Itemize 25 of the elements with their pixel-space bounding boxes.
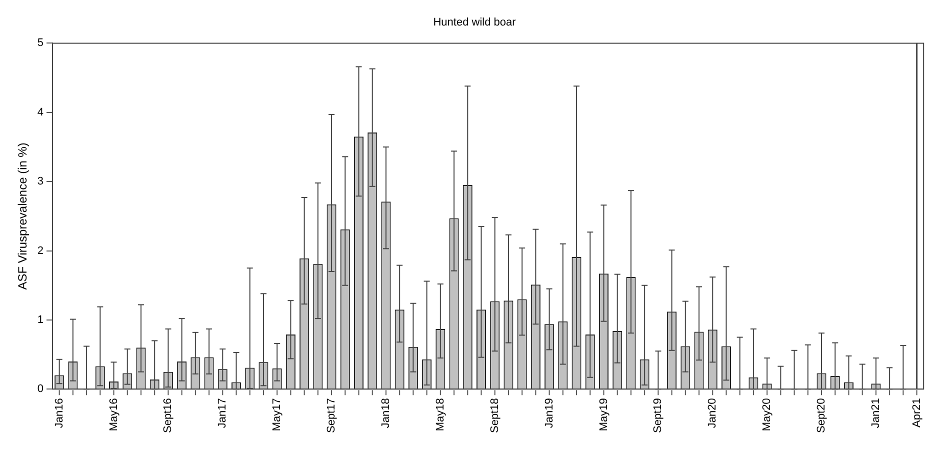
y-tick-label: 2 [37, 244, 44, 257]
y-axis-title: ASF Virusprevalence (in %) [16, 142, 30, 290]
x-tick-label: Apr21 [910, 398, 923, 428]
x-tick-label: Jan17 [216, 398, 229, 428]
x-tick-label: Sept19 [652, 398, 664, 434]
x-tick-label: Sept17 [326, 398, 338, 434]
y-tick-label: 0 [37, 383, 44, 396]
chart-title: Hunted wild boar [433, 16, 516, 29]
x-tick-label: Jan19 [543, 398, 556, 428]
x-tick-label: May16 [108, 398, 120, 432]
x-tick-label: May19 [598, 398, 610, 432]
y-tick-label: 5 [37, 37, 44, 50]
x-tick-label: May17 [271, 398, 284, 432]
y-tick-label: 1 [37, 314, 44, 326]
x-tick-label: Sept18 [488, 398, 501, 434]
x-tick-label: Jan21 [870, 398, 882, 428]
y-tick-label: 3 [37, 176, 44, 188]
y-tick-label: 4 [37, 106, 44, 118]
x-tick-label: May18 [434, 398, 446, 432]
x-tick-label: Sept20 [816, 398, 828, 434]
x-tick-label: Jan16 [53, 398, 66, 428]
x-tick-label: May20 [761, 398, 774, 432]
x-tick-label: Sept16 [162, 398, 174, 434]
x-tick-label: Jan20 [706, 398, 719, 428]
x-tick-label: Jan18 [380, 398, 392, 428]
